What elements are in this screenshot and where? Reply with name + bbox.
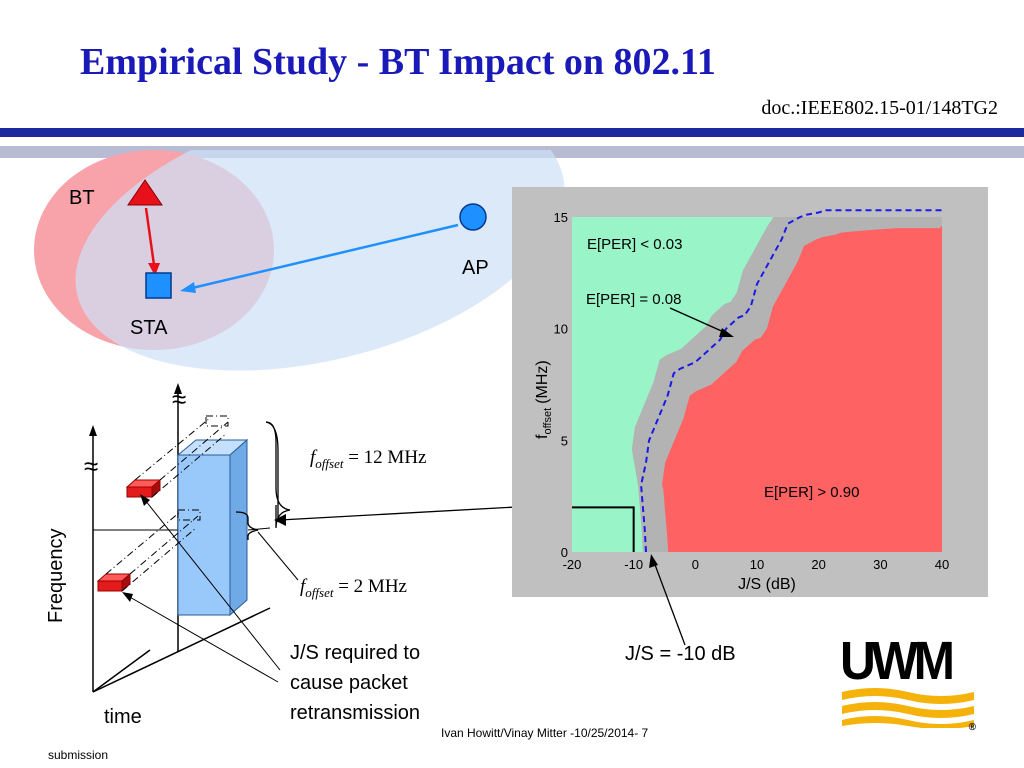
note-leader-upper — [144, 499, 281, 671]
bt-hop-2mhz — [97, 580, 123, 592]
bt-to-sta-link — [144, 207, 156, 266]
uwm-logo: UWM ® — [840, 630, 980, 738]
frequency-axis-label: Frequency — [45, 528, 67, 624]
arrowhead-icon — [274, 514, 286, 526]
x-tick-labels: -20 -10 0 10 20 30 40 — [563, 557, 950, 572]
wlan-channel-front — [177, 454, 231, 616]
foffset-2-formula: foffset = 2 MHz — [300, 576, 407, 601]
jsr-annotation-arrow — [649, 554, 686, 646]
note-leader-upper-arrow-icon — [140, 494, 150, 506]
x-tick-label: 10 — [750, 557, 764, 572]
header-rule-dark — [0, 128, 1024, 137]
x-tick-label: 40 — [935, 557, 949, 572]
y-tick-label: 10 — [554, 322, 568, 337]
per-low-label: E[PER] < 0.03 — [587, 236, 682, 253]
y-tick-labels: 0 5 10 15 — [554, 210, 568, 560]
projection-lines — [105, 415, 229, 592]
time-axis-label: time — [104, 706, 142, 728]
frequency-time-diagram: ≈ ≈ — [84, 383, 299, 693]
jsr-marker-line — [572, 506, 635, 552]
f-symbol: f — [300, 576, 306, 597]
rear-axis-arrow-icon — [174, 383, 182, 394]
x-tick-label: -20 — [563, 557, 582, 572]
y-axis-label: foffset(MHz) — [534, 360, 554, 439]
frequency-axis-arrow-icon — [89, 425, 97, 436]
uwm-wave-icon — [842, 688, 974, 728]
offset-subscript: offset — [315, 455, 344, 471]
x-tick-label: 0 — [692, 557, 699, 572]
note-leader-lower-arrow-icon — [122, 592, 133, 602]
f-symbol: f — [310, 447, 316, 468]
note-leader-lower — [127, 595, 279, 683]
depth-axis — [92, 607, 271, 693]
frequency-axis-break-icon: ≈ — [84, 451, 98, 481]
time-axis — [92, 649, 151, 693]
x-tick-label: 20 — [811, 557, 825, 572]
ap-to-sta-link — [187, 223, 459, 291]
y-tick-label: 15 — [554, 210, 568, 225]
foffset-12-leader — [247, 527, 271, 531]
y-tick-label: 0 — [561, 545, 568, 560]
y-tick-label: 5 — [561, 433, 568, 448]
curve-label-leader — [669, 307, 727, 334]
ap-circle-icon — [459, 203, 487, 231]
sta-label: STA — [130, 317, 168, 339]
foffset-2-value: = 2 MHz — [338, 576, 407, 597]
wlan-channel-side — [229, 438, 248, 617]
ap-label: AP — [462, 257, 489, 279]
registered-mark: ® — [968, 722, 976, 733]
ap-arrowhead-icon — [180, 282, 196, 293]
jsr-label: J/S = -10 dB — [625, 643, 736, 665]
rear-axis-break-icon: ≈ — [172, 384, 186, 414]
foffset-12-formula: foffset = 12 MHz — [310, 447, 426, 472]
foffset-2-brace — [235, 511, 259, 540]
uwm-wordmark: UWM — [840, 631, 955, 691]
x-tick-label: 30 — [873, 557, 887, 572]
per-high-region — [662, 225, 942, 552]
slide-title: Empirical Study - BT Impact on 802.11 — [80, 41, 716, 83]
footer-submission: submission — [48, 748, 109, 762]
bt-arrowhead-icon — [148, 263, 160, 276]
per-low-region — [572, 217, 942, 552]
per-mid-label: E[PER] = 0.08 — [586, 291, 681, 308]
jsr-note: J/S required to cause packet retransmiss… — [290, 638, 420, 728]
curve-label-arrow-icon — [719, 328, 734, 337]
sta-square-icon — [145, 272, 172, 299]
per-high-label: E[PER] > 0.90 — [764, 484, 859, 501]
note-line-1: J/S required to — [290, 642, 421, 664]
network-topology-diagram — [34, 150, 565, 371]
foffset-2-leader — [257, 531, 299, 581]
x-tick-label: -10 — [624, 557, 643, 572]
jsr-arrowhead-icon — [649, 554, 658, 568]
wlan-coverage-area — [75, 150, 565, 371]
footer-author: Ivan Howitt/Vinay Mitter -10/25/2014- 7 — [441, 726, 649, 740]
bt-hop-12mhz — [126, 486, 153, 498]
document-id: doc.:IEEE802.15-01/148TG2 — [761, 97, 998, 119]
x-axis-label: J/S (dB) — [738, 576, 796, 593]
note-line-2: cause packet — [290, 672, 408, 694]
note-line-3: retransmission — [290, 702, 421, 724]
foffset-12-brace-upper — [265, 421, 279, 520]
bt-triangle-icon — [127, 179, 163, 206]
per-008-contour — [640, 209, 942, 553]
foffset-12-value: = 12 MHz — [348, 447, 427, 468]
offset-subscript: offset — [305, 584, 334, 600]
per-contour-chart: -20 -10 0 10 20 30 40 0 5 10 15 J/S (dB) foffset(… — [512, 187, 988, 597]
bt-label: BT — [69, 187, 95, 209]
